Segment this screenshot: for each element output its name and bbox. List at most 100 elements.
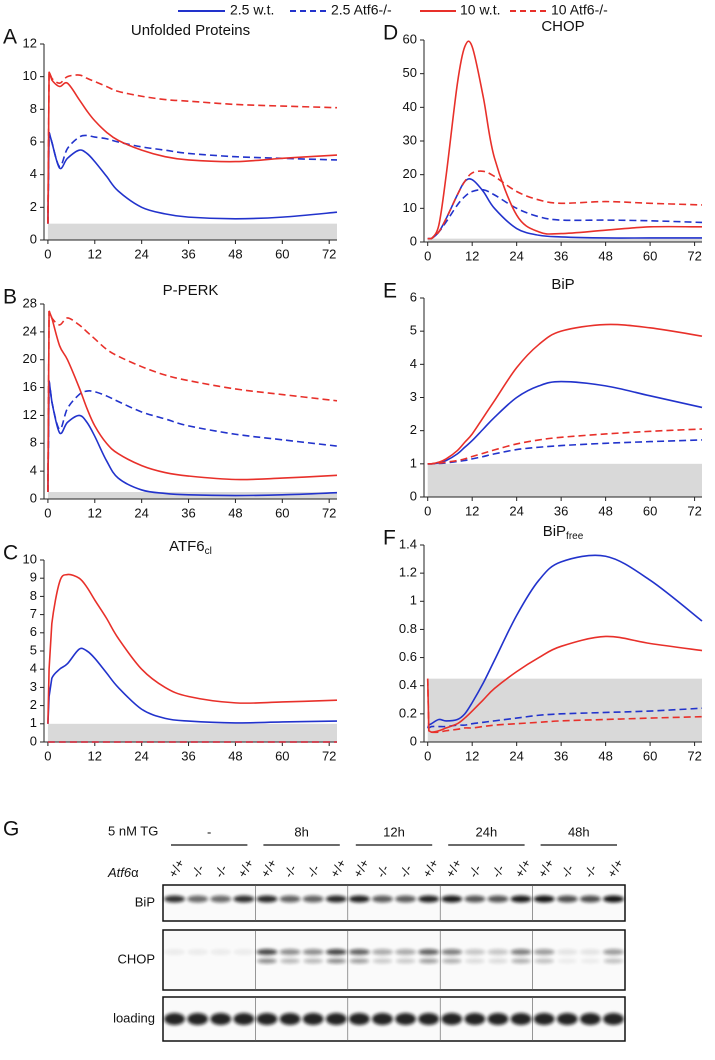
x-tick-label: 0 — [424, 748, 431, 763]
series-line — [427, 170, 703, 240]
y-tick-label: 40 — [403, 99, 417, 114]
blot-band — [487, 1013, 509, 1025]
group-label: 24h — [476, 824, 498, 839]
blot-box — [162, 884, 626, 922]
blot-band — [302, 949, 324, 955]
x-tick-label: 12 — [465, 503, 479, 518]
blot-band — [395, 949, 416, 955]
panel-letter: E — [383, 280, 397, 303]
chart-title-main: BiP — [551, 276, 574, 293]
lane-genotype: +/+ — [604, 856, 626, 880]
blot-band — [325, 895, 347, 903]
chart-title: Unfolded Proteins — [131, 22, 250, 39]
y-tick-label: 6 — [30, 133, 37, 148]
y-tick-label: 0 — [410, 488, 417, 503]
blot-band — [418, 949, 440, 955]
blot-band — [464, 895, 486, 903]
chart-title-main: BiP — [543, 523, 566, 540]
x-tick-label: 60 — [275, 246, 289, 261]
row-label: CHOP — [117, 951, 155, 966]
y-tick-label: 4 — [30, 661, 37, 676]
x-tick-label: 72 — [687, 503, 701, 518]
panel-letter: C — [3, 542, 18, 565]
threshold-band — [47, 723, 337, 742]
x-tick-label: 12 — [465, 748, 479, 763]
blot-band — [510, 1013, 532, 1025]
chart-title-main: CHOP — [541, 18, 584, 35]
y-tick-label: 4 — [410, 356, 417, 371]
lane-genotype: -/- — [465, 862, 484, 880]
series-line — [427, 428, 703, 465]
series-line — [427, 40, 703, 240]
y-tick-label: 8 — [30, 101, 37, 116]
blot-band — [256, 1013, 278, 1025]
blot-band — [372, 949, 393, 955]
x-tick-label: 24 — [134, 748, 148, 763]
series-line — [427, 178, 702, 240]
x-tick-label: 72 — [322, 748, 336, 763]
threshold-band — [427, 238, 702, 242]
blot-band — [302, 895, 324, 903]
blot-band — [441, 1013, 463, 1025]
x-tick-label: 36 — [181, 505, 195, 520]
lane-genotype: -/- — [581, 862, 600, 880]
blot-band — [280, 958, 300, 964]
y-tick-label: 9 — [30, 570, 37, 585]
blot-band — [603, 895, 624, 903]
series-line — [426, 678, 703, 734]
blot-band — [164, 1013, 185, 1025]
blot-band — [233, 1013, 255, 1025]
lane-genotype: +/+ — [258, 856, 280, 880]
blot-band — [395, 895, 416, 903]
row-label: loading — [113, 1010, 155, 1025]
lane-genotype: -/- — [396, 862, 415, 880]
y-tick-label: 12 — [23, 407, 37, 422]
x-tick-label: 48 — [228, 505, 242, 520]
x-tick-label: 60 — [275, 748, 289, 763]
series-line — [47, 131, 338, 224]
blot-band — [210, 895, 232, 903]
y-tick-label: 0.8 — [399, 621, 417, 636]
series-line — [47, 71, 338, 224]
blot-band — [326, 958, 346, 964]
lane-genotype: -/- — [489, 862, 508, 880]
x-tick-label: 48 — [228, 748, 242, 763]
lane-genotype: -/- — [558, 862, 577, 880]
x-tick-label: 36 — [181, 246, 195, 261]
x-tick-label: 60 — [275, 505, 289, 520]
blot-band — [210, 949, 232, 955]
x-tick-label: 12 — [88, 505, 102, 520]
y-tick-label: 3 — [30, 679, 37, 694]
x-tick-label: 48 — [598, 503, 612, 518]
panel-letter: B — [3, 286, 17, 309]
y-tick-label: 10 — [23, 551, 37, 566]
blot-band — [187, 949, 209, 955]
series-line — [427, 188, 703, 240]
blot-band — [441, 895, 463, 903]
x-tick-label: 48 — [598, 748, 612, 763]
series-line — [47, 647, 338, 724]
genotype-label: Atf6α — [107, 865, 139, 880]
blot-band — [257, 958, 277, 964]
blot-box — [162, 929, 626, 991]
blot-band — [464, 949, 486, 955]
y-tick-label: 2 — [410, 422, 417, 437]
x-tick-label: 48 — [228, 246, 242, 261]
blot-band — [395, 1013, 416, 1025]
blot-band — [210, 1013, 232, 1025]
blot-band — [372, 895, 393, 903]
y-tick-label: 1 — [410, 455, 417, 470]
blot-band — [510, 949, 532, 955]
y-tick-label: 20 — [23, 351, 37, 366]
lane-genotype: +/+ — [165, 856, 187, 880]
y-tick-label: 6 — [30, 624, 37, 639]
y-tick-label: 2 — [30, 697, 37, 712]
y-tick-label: 50 — [403, 65, 417, 80]
x-tick-label: 60 — [643, 748, 657, 763]
blot-band — [325, 1013, 347, 1025]
lane-genotype: -/- — [211, 862, 230, 880]
blot-band — [441, 949, 463, 955]
y-tick-label: 0 — [30, 231, 37, 246]
group-label: 48h — [568, 824, 590, 839]
blot-band — [303, 958, 323, 964]
